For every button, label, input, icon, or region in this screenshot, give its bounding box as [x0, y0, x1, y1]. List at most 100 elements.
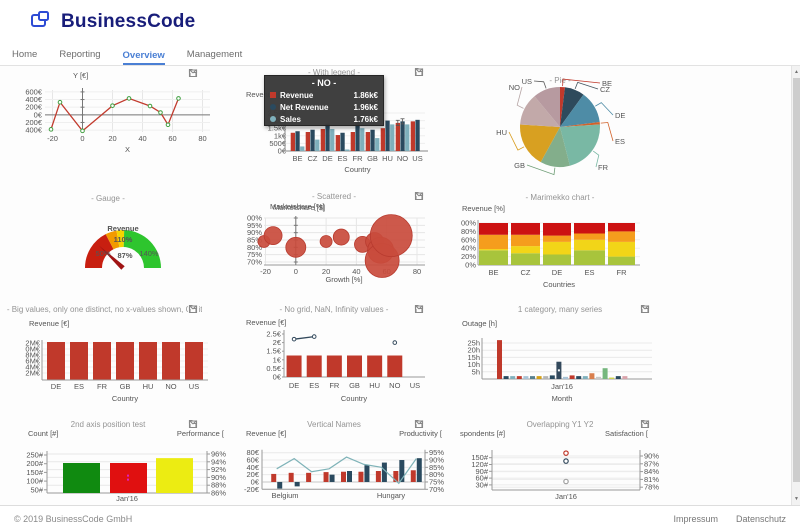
svg-text:80%: 80%: [461, 227, 476, 236]
charts-grid: 600€ 400€ 200€ 0€ 200€ 400€ -20 0 20 40 60 80 Y [€] X…: [0, 66, 680, 505]
svg-text:Count [#]: Count [#]: [28, 429, 58, 438]
svg-text:88%: 88%: [211, 481, 226, 490]
svg-text:0€: 0€: [34, 110, 43, 119]
scrollbar-thumb[interactable]: [793, 78, 800, 482]
svg-text:70%: 70%: [247, 258, 262, 267]
impressum-link[interactable]: Impressum: [673, 513, 718, 524]
export-icon[interactable]: [640, 304, 664, 314]
svg-text:0€: 0€: [251, 477, 260, 486]
svg-text:80: 80: [413, 267, 421, 276]
svg-text:US: US: [412, 154, 422, 163]
chart-second-axis: 2nd axis position test 96% 94% 92% 90% 88% 86%…: [0, 412, 226, 505]
svg-text:-20: -20: [260, 267, 271, 276]
svg-text:Y [€]: Y [€]: [73, 71, 88, 80]
svg-text:Hungary: Hungary: [377, 491, 406, 500]
export-icon[interactable]: [188, 419, 212, 429]
svg-text:Outage [h]: Outage [h]: [462, 319, 497, 328]
svg-text:GB: GB: [120, 382, 131, 391]
chart-no-grid: - No grid, NaN, Infinity values -2.5€ 2€ 1…: [226, 300, 452, 412]
svg-text:40€: 40€: [246, 463, 259, 472]
chart-title: - Marimekko chart -: [525, 193, 595, 202]
svg-text:84%: 84%: [644, 467, 659, 476]
scroll-up-icon[interactable]: ▲: [794, 69, 799, 75]
svg-text:Jan'16: Jan'16: [116, 494, 138, 503]
svg-text:80€: 80€: [246, 448, 259, 457]
svg-text:0%: 0%: [465, 261, 476, 270]
svg-text:200#: 200#: [26, 459, 44, 468]
svg-text:2M€: 2M€: [25, 369, 40, 378]
chart-title: Overlapping Y1 Y2: [526, 420, 594, 429]
nav-item-overview[interactable]: Overview: [122, 50, 165, 65]
scroll-down-icon[interactable]: ▼: [794, 496, 799, 502]
svg-text:60: 60: [168, 134, 176, 143]
export-icon[interactable]: [414, 67, 438, 77]
svg-text:5h: 5h: [472, 367, 480, 376]
svg-text:40: 40: [352, 267, 360, 276]
svg-text:DE: DE: [552, 268, 562, 277]
tooltip-row: Sales 1.76k€: [265, 113, 383, 125]
svg-text:X: X: [125, 145, 130, 154]
svg-text:1€: 1€: [273, 355, 282, 364]
svg-text:Performance [: Performance [: [177, 429, 225, 438]
chart-title: - No grid, NaN, Infinity values -: [279, 305, 389, 314]
main-nav: Home Reporting Overview Management: [0, 44, 800, 66]
svg-text:spondents [#]: spondents [#]: [460, 429, 505, 438]
svg-text:Jan'16: Jan'16: [555, 492, 577, 501]
svg-text:NO: NO: [389, 381, 400, 390]
export-icon[interactable]: [414, 191, 438, 201]
vertical-scrollbar[interactable]: ▲ ▼: [791, 66, 800, 505]
app-header: BusinessCode: [0, 0, 800, 44]
svg-text:GB: GB: [514, 161, 525, 170]
svg-text:90#: 90#: [475, 467, 488, 476]
svg-text:6M€: 6M€: [25, 357, 40, 366]
svg-text:Growth [%]: Growth [%]: [325, 275, 362, 284]
svg-text:BE: BE: [292, 154, 302, 163]
svg-text:400€: 400€: [25, 95, 43, 104]
datenschutz-link[interactable]: Datenschutz: [735, 513, 786, 524]
svg-text:NO: NO: [397, 154, 408, 163]
svg-text:81%: 81%: [644, 475, 659, 484]
svg-text:Marketshare [$]: Marketshare [$]: [273, 203, 325, 212]
svg-text:1k€: 1k€: [274, 131, 287, 140]
svg-text:CZ: CZ: [600, 85, 610, 94]
chart-scattered: - Scattered - 00% 95% 90% 85% 80% 75% 70% -20 0 20…: [226, 185, 452, 300]
export-icon[interactable]: [414, 304, 438, 314]
svg-text:20: 20: [108, 134, 116, 143]
export-icon[interactable]: [188, 68, 212, 78]
chart-canvas-scattered: 00%95%90%85%80%75%70%-20020406080Markets…: [247, 202, 425, 284]
chart-big-values: - Big values, only one distinct, no x-va…: [0, 300, 226, 412]
svg-text:0.5€: 0.5€: [266, 364, 281, 373]
svg-text:0: 0: [80, 134, 84, 143]
chart-title: 1 category, many series: [517, 305, 603, 314]
svg-text:500€: 500€: [269, 139, 287, 148]
chart-canvas-overlapping-y1y2: 150#120#90#60#30# 90%87%84%81%78% spondent…: [460, 429, 659, 501]
svg-text:Satisfaction [: Satisfaction [: [605, 429, 649, 438]
export-icon[interactable]: [188, 304, 212, 314]
svg-text:FR: FR: [617, 268, 628, 277]
export-icon[interactable]: [640, 419, 664, 429]
chart-overlapping-y1y2: Overlapping Y1 Y2 150# 120# 90# 60# 30# 90% 87%…: [452, 412, 678, 505]
nav-item-reporting[interactable]: Reporting: [59, 49, 101, 60]
svg-text:NO: NO: [509, 83, 520, 92]
export-icon[interactable]: [414, 419, 438, 429]
svg-text:ES: ES: [74, 382, 84, 391]
nav-item-management[interactable]: Management: [186, 49, 243, 60]
svg-text:60€: 60€: [246, 456, 259, 465]
svg-text:20: 20: [322, 267, 330, 276]
svg-text:HU: HU: [143, 382, 154, 391]
svg-text:80%: 80%: [429, 470, 444, 479]
nav-item-home[interactable]: Home: [12, 49, 38, 60]
svg-text:ES: ES: [337, 154, 347, 163]
chart-with-legend: - With legend -2.5k€2k€1.5k€1k€500€0€BEC…: [226, 66, 452, 185]
svg-text:HU: HU: [382, 154, 393, 163]
svg-text:40: 40: [138, 134, 146, 143]
svg-text:CZ: CZ: [308, 154, 318, 163]
svg-text:Country: Country: [341, 394, 368, 403]
svg-text:600€: 600€: [25, 87, 43, 96]
copyright-text: © 2019 BusinessCode GmbH: [14, 513, 133, 524]
svg-text:96%: 96%: [211, 450, 226, 459]
dashboard-content: 600€ 400€ 200€ 0€ 200€ 400€ -20 0 20 40 60 80 Y [€] X…: [0, 66, 800, 505]
chart-canvas-second-axis: 96%94%92%90%88%86% 250#200#150#100#50# Cou…: [26, 429, 226, 503]
